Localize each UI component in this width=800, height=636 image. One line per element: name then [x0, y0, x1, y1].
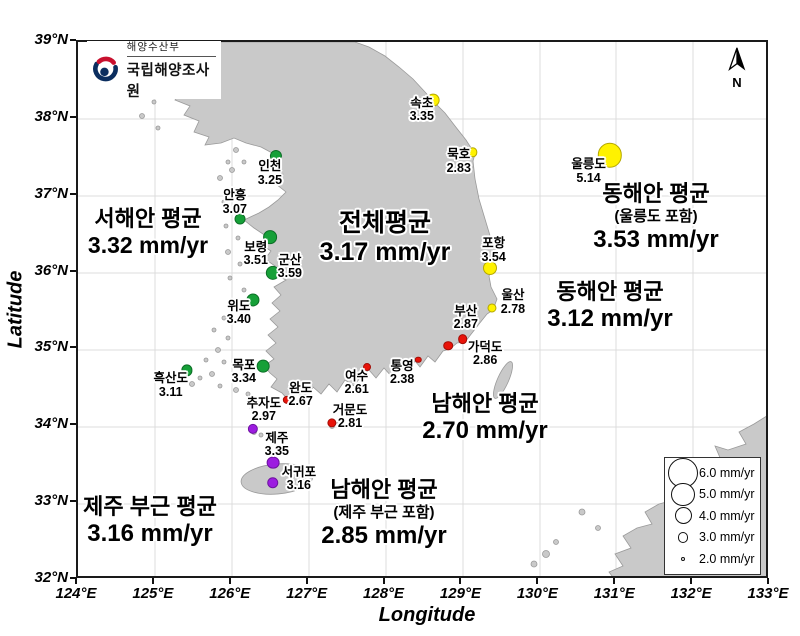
agency-logo: 해양수산부 국립해양조사원	[87, 39, 221, 100]
x-tick-label: 130°E	[516, 585, 558, 602]
legend-circle-wrap	[667, 532, 699, 543]
y-tick	[70, 269, 76, 272]
legend-label: 6.0 mm/yr	[699, 465, 755, 480]
y-tick-label: 38°N	[34, 107, 68, 125]
x-axis-title: Longitude	[378, 604, 476, 626]
x-tick	[382, 578, 385, 584]
y-tick-label: 36°N	[34, 261, 68, 279]
x-tick	[305, 578, 308, 584]
x-tick-label: 128°E	[363, 585, 405, 602]
x-tick	[767, 578, 769, 584]
x-tick-label: 126°E	[209, 585, 251, 602]
taegeuk-logo-icon	[93, 56, 118, 82]
legend-row: 4.0 mm/yr	[667, 505, 758, 527]
y-tick-label: 37°N	[34, 184, 68, 202]
legend-circle-icon	[671, 482, 695, 506]
x-tick	[459, 578, 462, 584]
y-tick-label: 34°N	[34, 415, 68, 433]
y-tick	[70, 577, 76, 579]
x-tick	[151, 578, 154, 584]
ulleungdo-island	[607, 154, 617, 164]
y-tick-label: 35°N	[34, 338, 68, 356]
size-legend: 6.0 mm/yr 5.0 mm/yr 4.0 mm/yr 3.0 mm/yr 2.0 …	[664, 457, 761, 575]
legend-label: 3.0 mm/yr	[699, 530, 755, 545]
tsushima-island	[493, 361, 513, 399]
legend-label: 5.0 mm/yr	[699, 487, 755, 502]
korean-peninsula	[159, 42, 499, 402]
x-tick	[613, 578, 616, 584]
x-tick-label: 132°E	[670, 585, 712, 602]
legend-row: 5.0 mm/yr	[667, 482, 758, 506]
y-tick	[70, 346, 76, 349]
legend-row: 3.0 mm/yr	[667, 527, 758, 549]
logo-agency-name: 국립해양조사원	[126, 63, 210, 100]
legend-circle-icon	[681, 556, 685, 561]
x-tick-label: 124°E	[55, 585, 97, 602]
legend-row: 6.0 mm/yr	[667, 457, 758, 488]
y-tick	[70, 115, 76, 118]
x-tick-label: 133°E	[747, 585, 789, 602]
x-tick-label: 125°E	[132, 585, 174, 602]
legend-label: 4.0 mm/yr	[699, 508, 755, 523]
logo-ministry-name: 해양수산부	[126, 39, 216, 57]
jeju-island	[240, 463, 314, 495]
x-tick	[75, 578, 77, 584]
x-tick-label: 129°E	[439, 585, 481, 602]
legend-circle-icon	[674, 507, 692, 525]
map-plot-area	[76, 40, 768, 578]
legend-circle-wrap	[667, 482, 699, 506]
north-label: N	[732, 75, 742, 90]
y-tick	[70, 39, 76, 41]
legend-row: 2.0 mm/yr	[667, 548, 758, 570]
y-tick	[70, 500, 76, 503]
x-tick	[228, 578, 231, 584]
x-tick	[536, 578, 539, 584]
legend-label: 2.0 mm/yr	[699, 551, 755, 566]
legend-circle-wrap	[667, 507, 699, 525]
north-arrow: N	[722, 46, 752, 90]
y-tick-label: 39°N	[34, 31, 68, 48]
x-tick	[690, 578, 693, 584]
north-arrow-icon	[728, 47, 746, 72]
y-tick	[70, 423, 76, 426]
legend-circle-icon	[677, 532, 689, 543]
y-tick-label: 33°N	[34, 492, 68, 510]
legend-circle-wrap	[667, 556, 699, 561]
x-tick-label: 127°E	[286, 585, 328, 602]
x-tick-label: 131°E	[593, 585, 635, 602]
y-tick-label: 32°N	[34, 569, 68, 586]
y-tick	[70, 192, 76, 195]
